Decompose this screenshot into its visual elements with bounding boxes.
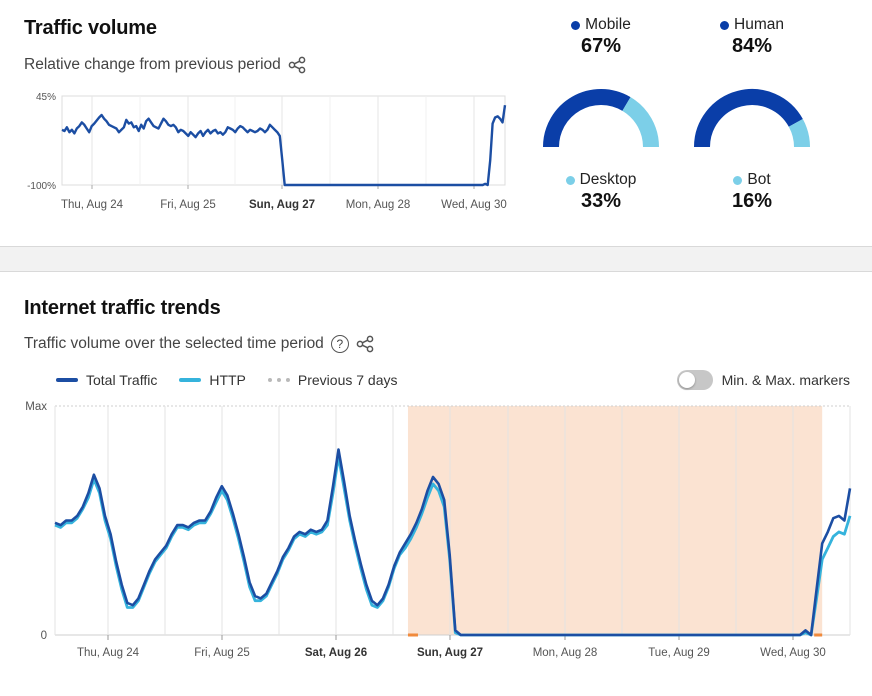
x-tick-label: Mon, Aug 28 bbox=[533, 647, 598, 659]
bot-value: 16% bbox=[731, 190, 773, 212]
human-label: Human bbox=[734, 16, 784, 33]
mobile-label: Mobile bbox=[585, 16, 631, 33]
internet-trends-subtitle: Traffic volume over the selected time pe… bbox=[24, 335, 374, 353]
mobile-stat: Mobile 67% bbox=[541, 16, 661, 58]
human-gauge bbox=[694, 89, 810, 148]
human-legend-dot bbox=[720, 20, 730, 30]
internet-trends-subtitle-text: Traffic volume over the selected time pe… bbox=[24, 335, 324, 352]
internet-traffic-trends-chart: Max 0 Thu, Aug 24 Fri, Aug 25 Sat, Aug 26 Sun… bbox=[25, 401, 852, 659]
y-tick-label: Max bbox=[25, 401, 47, 413]
chart-legend: Total Traffic HTTP Previous 7 days bbox=[56, 372, 398, 388]
section-divider bbox=[0, 246, 872, 272]
x-tick-label: Sun, Aug 27 bbox=[249, 199, 315, 211]
traffic-volume-chart: 45% -100% Thu, Aug 24 Fri, Aug 25 Sun, Aug 2… bbox=[27, 92, 507, 211]
legend-swatch-http bbox=[179, 378, 202, 382]
traffic-volume-subtitle-text: Relative change from previous period bbox=[24, 56, 281, 73]
human-value: 84% bbox=[731, 35, 773, 57]
total-traffic-line bbox=[54, 448, 852, 637]
y-tick-label: 45% bbox=[36, 92, 56, 103]
x-tick-label: Tue, Aug 29 bbox=[648, 647, 710, 659]
highlight-region bbox=[407, 406, 823, 635]
mobile-legend-dot bbox=[571, 20, 581, 30]
traffic-volume-line bbox=[61, 105, 507, 187]
toggle-knob bbox=[678, 372, 695, 388]
legend-http[interactable]: HTTP bbox=[179, 372, 246, 388]
human-stat: Human 84% bbox=[692, 16, 812, 58]
device-gauge-secondary-arc bbox=[622, 97, 659, 148]
device-gauge bbox=[543, 89, 659, 148]
legend-label: Total Traffic bbox=[86, 372, 158, 388]
min-max-markers-toggle-group: Min. & Max. markers bbox=[676, 370, 850, 390]
bot-stat: Bot 16% bbox=[692, 171, 812, 213]
legend-label: HTTP bbox=[209, 372, 246, 388]
legend-swatch-previous-7-days bbox=[267, 378, 290, 382]
traffic-volume-title: Traffic volume bbox=[24, 17, 157, 39]
min-max-markers-toggle[interactable] bbox=[676, 370, 713, 390]
legend-label: Previous 7 days bbox=[297, 372, 398, 388]
bot-label: Bot bbox=[747, 171, 771, 188]
traffic-volume-subtitle: Relative change from previous period bbox=[24, 56, 306, 74]
share-icon[interactable] bbox=[356, 335, 374, 353]
desktop-label: Desktop bbox=[579, 171, 637, 188]
device-gauge-primary-arc bbox=[543, 89, 631, 148]
x-tick-label: Sat, Aug 26 bbox=[305, 647, 367, 659]
desktop-stat: Desktop 33% bbox=[541, 171, 661, 213]
human-gauge-secondary-arc bbox=[788, 119, 810, 148]
legend-total-traffic[interactable]: Total Traffic bbox=[56, 372, 157, 388]
human-gauge-primary-arc bbox=[694, 89, 803, 148]
mobile-value: 67% bbox=[580, 35, 622, 57]
y-tick-label: -100% bbox=[27, 181, 56, 192]
x-tick-label: Fri, Aug 25 bbox=[194, 647, 250, 659]
bot-legend-dot bbox=[733, 175, 743, 185]
legend-previous-7-days[interactable]: Previous 7 days bbox=[267, 372, 398, 388]
x-tick-label: Mon, Aug 28 bbox=[346, 199, 411, 211]
x-tick-label: Wed, Aug 30 bbox=[760, 647, 826, 659]
desktop-legend-dot bbox=[565, 175, 575, 185]
x-tick-label: Thu, Aug 24 bbox=[77, 647, 140, 659]
x-tick-label: Thu, Aug 24 bbox=[61, 199, 124, 211]
min-max-markers-label: Min. & Max. markers bbox=[721, 372, 850, 388]
x-tick-label: Wed, Aug 30 bbox=[441, 199, 507, 211]
question-circle-icon[interactable]: ? bbox=[330, 335, 349, 353]
x-tick-label: Sun, Aug 27 bbox=[417, 647, 483, 659]
share-icon[interactable] bbox=[288, 56, 306, 74]
desktop-value: 33% bbox=[580, 190, 622, 212]
legend-swatch-total-traffic bbox=[56, 378, 78, 382]
internet-trends-title: Internet traffic trends bbox=[24, 297, 221, 319]
y-tick-label: 0 bbox=[41, 630, 47, 642]
x-tick-label: Fri, Aug 25 bbox=[160, 199, 216, 211]
